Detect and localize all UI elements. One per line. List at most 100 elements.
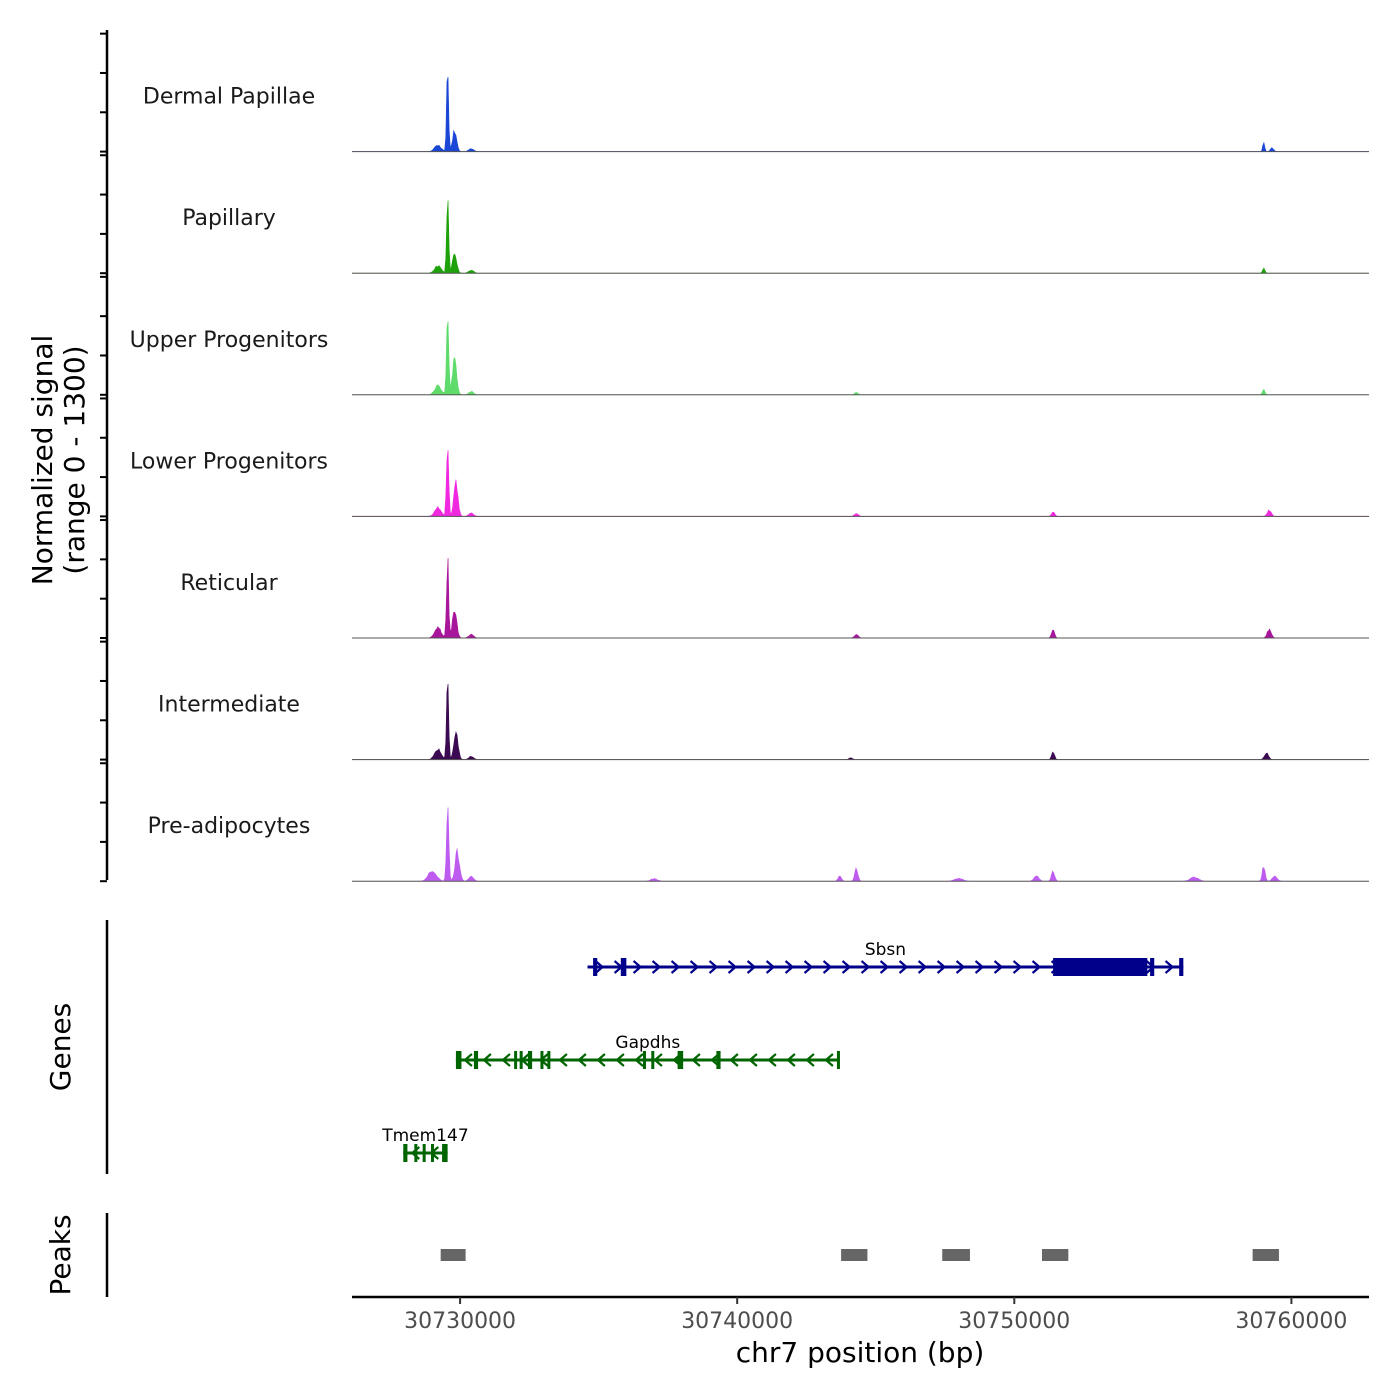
- track-6: Pre-adipocytes: [148, 807, 1369, 882]
- strand-arrow: [689, 960, 700, 974]
- track-4: Reticular: [180, 557, 1369, 639]
- strand-arrow: [729, 1053, 739, 1067]
- track-label: Dermal Papillae: [143, 85, 315, 110]
- gene-annotations: Sbsn Gapdhs Tmem147: [381, 940, 1184, 1162]
- strand-arrow: [463, 1053, 473, 1067]
- strand-arrow: [632, 960, 643, 974]
- strand-arrow: [841, 960, 852, 974]
- x-axis: 30730000 30740000 30750000 30760000: [352, 1295, 1369, 1334]
- track-5: Intermediate: [158, 683, 1369, 761]
- gene-exon: [547, 1051, 551, 1069]
- strand-arrow: [805, 1053, 815, 1067]
- strand-arrow: [784, 960, 795, 974]
- strand-arrow: [898, 960, 909, 974]
- track-label: Reticular: [180, 571, 278, 596]
- strand-arrow: [765, 960, 776, 974]
- signal-area: [352, 683, 1369, 760]
- peak-regions: [440, 1249, 1279, 1261]
- strand-arrow: [653, 1053, 663, 1067]
- gene-exon: [442, 1144, 448, 1162]
- gene-exon: [593, 958, 598, 976]
- strand-arrow: [824, 1053, 834, 1067]
- signal-tracks: Dermal Papillae Papillary Upper Progenitor…: [130, 76, 1369, 882]
- strand-arrow: [482, 1053, 492, 1067]
- strand-arrow: [577, 1053, 587, 1067]
- strand-arrow: [1012, 960, 1023, 974]
- strand-arrow: [803, 960, 814, 974]
- strand-arrow: [786, 1053, 796, 1067]
- gene-exon: [1150, 958, 1155, 976]
- genes-axis-label: Genes: [44, 1003, 77, 1091]
- gene-exon: [540, 1051, 544, 1069]
- strand-arrow: [594, 960, 605, 974]
- strand-arrow: [615, 1053, 625, 1067]
- strand-arrow: [558, 1053, 568, 1067]
- gene-exon: [527, 1051, 533, 1069]
- strand-arrow: [670, 960, 681, 974]
- strand-arrow: [936, 960, 947, 974]
- strand-arrow: [879, 960, 890, 974]
- gene-label: Gapdhs: [615, 1033, 680, 1053]
- strand-arrow: [955, 960, 966, 974]
- strand-arrow: [746, 960, 757, 974]
- gene-exon: [836, 1051, 840, 1069]
- gene-label: Tmem147: [381, 1126, 468, 1146]
- x-tick-label: 30740000: [681, 1309, 793, 1334]
- track-3: Lower Progenitors: [130, 449, 1369, 517]
- track-label: Upper Progenitors: [130, 328, 329, 353]
- signal-area: [352, 450, 1369, 517]
- gene-exon: [716, 1051, 721, 1069]
- peak-region: [1042, 1249, 1069, 1261]
- strand-arrow: [822, 960, 833, 974]
- gene-exon: [414, 1144, 418, 1162]
- strand-arrow: [501, 1053, 511, 1067]
- strand-arrow: [1164, 960, 1175, 974]
- peak-region: [1252, 1249, 1279, 1261]
- peak-region: [841, 1249, 868, 1261]
- track-label: Pre-adipocytes: [148, 814, 311, 839]
- gene-exon: [422, 1144, 426, 1162]
- strand-arrow: [634, 1053, 644, 1067]
- track-label: Papillary: [182, 206, 276, 231]
- gene-sbsn: Sbsn: [587, 940, 1184, 976]
- strand-arrow: [993, 960, 1004, 974]
- signal-area: [352, 321, 1369, 396]
- gene-exon: [430, 1144, 434, 1162]
- x-axis-label: chr7 position (bp): [736, 1336, 985, 1369]
- gene-exon: [642, 1051, 646, 1069]
- ylabel-line2: (range 0 - 1300): [58, 345, 91, 574]
- x-tick-label: 30730000: [404, 1309, 516, 1334]
- peak-region: [942, 1249, 970, 1261]
- gene-exon: [519, 1051, 523, 1069]
- gene-tmem147: Tmem147: [381, 1126, 469, 1162]
- signal-area: [352, 76, 1369, 152]
- gene-exon: [677, 1051, 684, 1069]
- gene-exon: [1179, 958, 1184, 976]
- gene-exon: [514, 1051, 518, 1069]
- strand-arrow: [727, 960, 738, 974]
- strand-arrow: [1031, 960, 1042, 974]
- gene-gapdhs: Gapdhs: [455, 1033, 840, 1069]
- track-label: Lower Progenitors: [130, 449, 328, 474]
- signal-y-axis: [100, 30, 109, 883]
- track-label: Intermediate: [158, 693, 300, 718]
- signal-y-axis-label: Normalized signal (range 0 - 1300): [26, 335, 91, 586]
- gene-exon: [620, 958, 627, 976]
- peak-region: [440, 1249, 466, 1261]
- ylabel-line1: Normalized signal: [26, 335, 59, 586]
- gene-exon: [1053, 958, 1148, 976]
- gene-exon: [473, 1051, 479, 1069]
- gene-label: Sbsn: [865, 940, 906, 960]
- strand-arrow: [691, 1053, 701, 1067]
- x-tick-label: 30760000: [1235, 1309, 1347, 1334]
- track-2: Upper Progenitors: [130, 321, 1369, 396]
- track-0: Dermal Papillae: [143, 76, 1369, 153]
- track-1: Papillary: [182, 200, 1369, 274]
- strand-arrow: [860, 960, 871, 974]
- strand-arrow: [974, 960, 985, 974]
- peaks-axis-label: Peaks: [44, 1214, 77, 1295]
- strand-arrow: [651, 960, 662, 974]
- strand-arrow: [917, 960, 928, 974]
- gene-exon: [455, 1051, 462, 1069]
